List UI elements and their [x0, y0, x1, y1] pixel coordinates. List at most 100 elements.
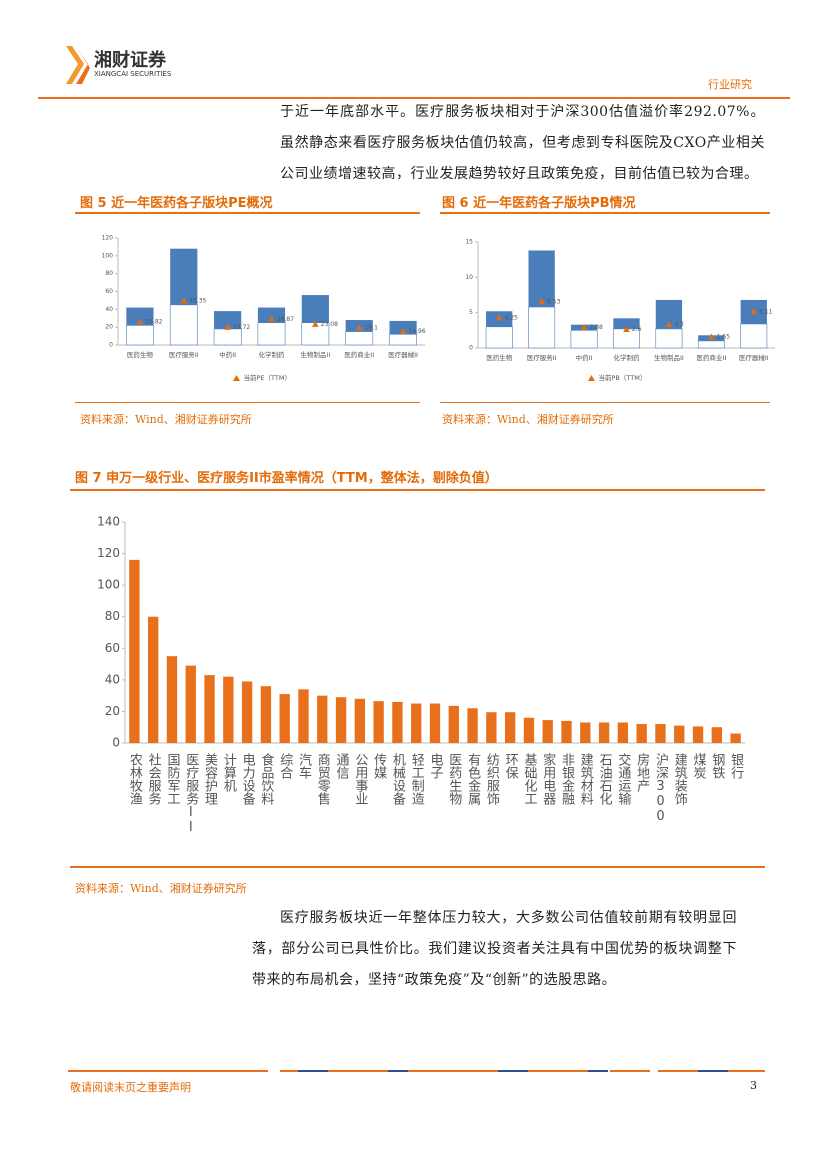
bar — [373, 701, 384, 743]
y-tick-label: 100 — [102, 252, 114, 259]
bar — [241, 681, 253, 743]
brand: 湘财证券 — [94, 50, 166, 71]
rule — [440, 402, 770, 403]
page-number: 3 — [750, 1079, 757, 1092]
bar — [169, 304, 198, 346]
data-label: 2.88 — [589, 324, 603, 331]
x-tick-label: 电子 — [428, 753, 444, 779]
rule — [70, 489, 765, 491]
x-tick-label: 农林牧渔 — [127, 753, 143, 805]
x-tick-label: 煤炭 — [691, 753, 707, 780]
x-tick-label: 医药商业II — [344, 350, 374, 359]
x-tick-label: 公用事业 — [352, 753, 368, 805]
rule — [440, 212, 770, 214]
x-tick-label: 医药商业II — [696, 353, 726, 362]
x-tick-label: 传媒 — [371, 753, 387, 779]
data-label: 3.3 — [674, 321, 684, 328]
bar — [204, 675, 215, 743]
marker — [538, 298, 545, 305]
bar — [711, 727, 722, 743]
data-label: 5.11 — [759, 308, 773, 315]
bar — [354, 698, 366, 743]
bar — [730, 733, 741, 743]
legend-marker — [588, 375, 595, 381]
y-tick-label: 0 — [469, 345, 473, 352]
x-tick-label: 环保 — [503, 753, 518, 779]
bar — [636, 724, 647, 743]
bar — [740, 323, 768, 349]
bar — [148, 616, 159, 743]
x-tick-label: 医疗服务II — [183, 753, 199, 835]
bar — [697, 340, 725, 349]
bar — [485, 326, 513, 349]
data-label: 25.82 — [145, 318, 162, 325]
y-tick-label: 140 — [97, 515, 120, 529]
x-tick-label: 计算机 — [221, 753, 237, 793]
bar — [166, 656, 178, 743]
x-tick-label: 生物制品II — [300, 350, 330, 359]
bar — [257, 322, 286, 346]
bar — [580, 722, 591, 743]
x-tick-label: 化学制药 — [259, 350, 286, 359]
bar — [392, 701, 403, 743]
x-tick-label: 食品饮料 — [258, 752, 274, 805]
x-tick-label: 医药生物 — [446, 753, 462, 806]
x-tick-label: 非银金融 — [559, 753, 575, 805]
bar — [617, 722, 629, 743]
marker — [224, 323, 231, 330]
x-tick-label: 中药II — [219, 350, 236, 359]
bar — [213, 328, 242, 346]
bar — [542, 720, 553, 743]
y-tick-label: 0 — [109, 342, 113, 349]
x-tick-label: 生物制品II — [654, 353, 684, 362]
legend-label: 当前PB（TTM） — [599, 373, 647, 382]
y-tick-label: 40 — [105, 672, 120, 686]
x-tick-label: 社会服务 — [146, 752, 162, 805]
bar — [129, 559, 140, 743]
x-tick-label: 通信 — [334, 753, 350, 779]
bar — [570, 330, 598, 349]
marker — [312, 320, 319, 327]
bar — [411, 703, 422, 743]
data-label: 28.87 — [277, 316, 294, 323]
x-tick-label: 纺织服饰 — [484, 753, 500, 805]
x-tick-label: 交通运输 — [615, 752, 631, 805]
paragraph: 医疗服务板块近一年整体压力较大，大多数公司估值较前期有较明显回落，部分公司已具性… — [252, 910, 737, 988]
data-label: 49.35 — [189, 297, 206, 304]
y-tick-label: 20 — [105, 324, 113, 331]
data-label: 19.72 — [233, 324, 250, 331]
x-tick-label: 有色金属 — [465, 753, 481, 806]
paragraph: 于近一年底部水平。医疗服务板块相对于沪深300估值溢价率292.07%。虽然静态… — [280, 104, 765, 182]
x-tick-label: 国防军工 — [164, 753, 180, 805]
y-tick-label: 20 — [105, 704, 120, 718]
marker — [623, 326, 630, 333]
bar — [185, 665, 196, 743]
chart: 0 5 10 15 医药生物 医疗服务II 中药II 化学制药 生物制品II 医药商业II 医疗器械… — [465, 239, 775, 382]
bar — [126, 325, 154, 346]
bar — [448, 705, 459, 743]
bar — [279, 694, 290, 743]
data-label: 14.96 — [408, 328, 425, 335]
y-tick-label: 10 — [465, 274, 473, 281]
bar — [561, 720, 572, 743]
bar — [467, 708, 478, 743]
x-tick-label: 沪深300 — [653, 752, 669, 824]
y-tick-label: 80 — [105, 609, 120, 623]
bar — [692, 726, 704, 743]
marker — [750, 308, 758, 315]
footer-notice: 敬请阅读末页之重要声明 — [70, 1081, 191, 1094]
x-tick-label: 汽车 — [296, 753, 312, 779]
bar — [655, 328, 683, 349]
bar — [260, 686, 272, 743]
y-tick-label: 80 — [105, 270, 113, 277]
x-tick-label: 综合 — [277, 753, 293, 779]
bar — [223, 676, 234, 743]
y-tick-label: 60 — [105, 641, 120, 655]
x-tick-label: 化学制药 — [614, 353, 641, 362]
bar — [298, 689, 309, 743]
x-tick-label: 轻工制造 — [409, 753, 425, 806]
brand-en: XIANGCAI SECURITIES — [94, 70, 172, 78]
chart: 0 20 40 60 80 100 120 医药生物 医疗服务II 中药II 化学制药 生物制品II 医… — [102, 235, 426, 383]
x-tick-label: 基础化工 — [521, 753, 537, 805]
